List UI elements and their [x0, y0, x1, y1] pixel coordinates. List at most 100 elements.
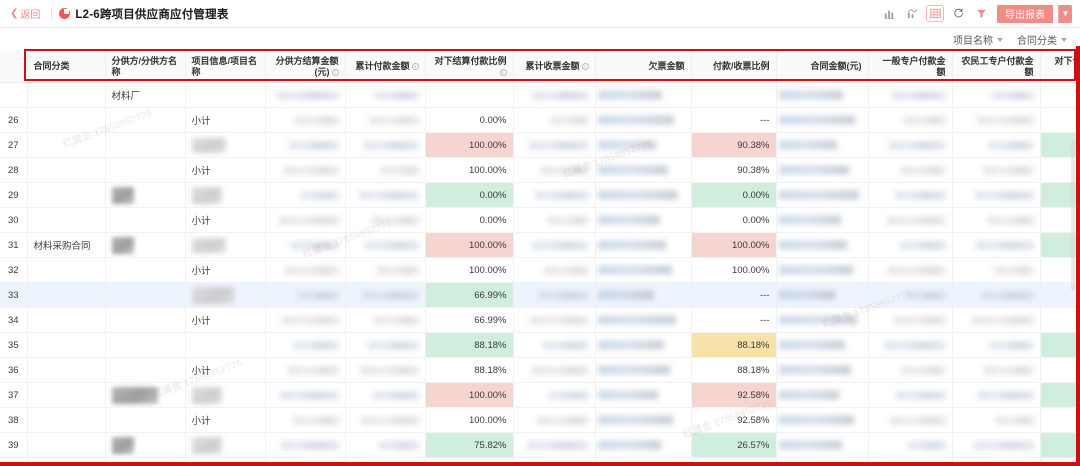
value-bar: [778, 140, 837, 150]
cell-idx: 29: [0, 182, 28, 209]
cell-invoice: [513, 82, 596, 109]
column-header-ctrratio[interactable]: 对下合同付款比例: [1040, 51, 1080, 84]
cell-ctrratio: 27.86%: [1040, 432, 1080, 459]
column-header-label: 项目信息/项目名称: [191, 56, 258, 77]
redacted-value: [367, 341, 419, 349]
cell-general: [868, 82, 953, 109]
redacted-value: [995, 416, 1034, 424]
cell-ctrratio: 34.55%: [1040, 382, 1080, 409]
cell-project: 小计: [185, 257, 266, 284]
cell-payratio: 0.00%: [425, 107, 514, 134]
export-dropdown-caret-icon[interactable]: ▼: [1058, 4, 1072, 23]
redacted-value: [883, 341, 946, 349]
redacted-value: [543, 266, 589, 274]
table-row[interactable]: 36 小计 88.18% 88.18% 90.17%: [0, 357, 1080, 384]
vertical-scrollbar[interactable]: [1071, 141, 1075, 291]
cell-supplier: [105, 107, 186, 134]
column-header-migrant[interactable]: 农民工专户付款金额: [952, 51, 1041, 84]
column-header-supplier[interactable]: 分供方/分供方名称: [105, 51, 186, 84]
cell-contract: [776, 382, 869, 409]
cell-contract: [776, 332, 869, 359]
info-icon[interactable]: i: [331, 68, 339, 76]
cell-payratio: 88.18%: [425, 357, 514, 384]
value-bar: [597, 390, 658, 400]
column-header-general[interactable]: 一般专户付款金额: [868, 51, 953, 84]
table-row[interactable]: 35 88.18% 88.18% 90.17%: [0, 332, 1080, 359]
table-row[interactable]: 34 小计 66.99% --- 40.76%: [0, 307, 1080, 334]
table-row[interactable]: 37 100.00% 92.58% 34.55%: [0, 382, 1080, 409]
column-header-idx[interactable]: [0, 51, 28, 84]
value-bar: [597, 265, 672, 275]
redacted-value: [907, 441, 946, 449]
redacted-value: [974, 191, 1034, 199]
cell-idx: 36: [0, 357, 28, 384]
chevron-down-icon: [1061, 37, 1067, 42]
redacted-value: [981, 291, 1034, 299]
redacted-value: [374, 91, 419, 99]
table-grid-icon[interactable]: [926, 5, 944, 22]
cell-general: [868, 407, 953, 434]
chart-bar-icon[interactable]: [880, 5, 898, 22]
cell-project: 小计: [185, 157, 266, 184]
export-report-button[interactable]: 导出报表: [997, 4, 1053, 23]
redacted-value: [542, 341, 589, 349]
redacted-value: [977, 391, 1034, 399]
cell-paid: [345, 457, 426, 466]
cell-owed: [595, 307, 692, 334]
table-row[interactable]: 38 小计 100.00% 92.58% 34.55%: [0, 407, 1080, 434]
filter-contract-category[interactable]: 合同分类: [1014, 31, 1070, 48]
cell-payratio: 66.99%: [425, 282, 514, 309]
column-header-invoice[interactable]: 累计收票金额 i: [513, 51, 596, 84]
filter-icon[interactable]: [972, 5, 990, 22]
cell-owed: [595, 382, 692, 409]
redacted-value: [378, 441, 419, 449]
column-header-settle[interactable]: 分供方结算金额(元) i: [265, 51, 346, 84]
redacted-value: [532, 91, 589, 99]
cell-paid: [345, 182, 426, 209]
info-icon[interactable]: i: [499, 68, 507, 76]
column-header-category[interactable]: 合同分类: [27, 51, 106, 84]
column-header-owed[interactable]: 欠票金额: [595, 51, 692, 84]
info-icon[interactable]: i: [411, 63, 419, 71]
info-icon[interactable]: i: [581, 63, 589, 71]
redacted-value: [973, 441, 1034, 449]
table-row[interactable]: 26 小计 0.00% --- 0.00%: [0, 107, 1080, 134]
cell-invoice: [513, 182, 596, 209]
cell-supplier: [105, 332, 186, 359]
column-header-contract[interactable]: 合同金额(元): [776, 51, 869, 84]
cell-paid: [345, 357, 426, 384]
cell-settle: [265, 232, 346, 259]
column-header-payratio[interactable]: 对下结算付款比例i: [425, 51, 514, 84]
redacted-value: [976, 116, 1034, 124]
chart-mixed-icon[interactable]: [903, 5, 921, 22]
annotation-bottom-strip: [0, 462, 1080, 466]
redacted-value: [895, 391, 946, 399]
column-header-payinv[interactable]: 付款/收票比例: [691, 51, 777, 84]
table-row[interactable]: 290.00%0.00%0.00%: [0, 182, 1080, 209]
filter-project-name[interactable]: 项目名称: [950, 31, 1006, 48]
refresh-icon[interactable]: [949, 5, 967, 22]
value-bar: [597, 215, 660, 225]
top-toolbar: ❮ 返回 L2-6跨项目供应商应付管理表 导出报表 ▼: [0, 0, 1080, 28]
report-table-container[interactable]: 合同分类 分供方/分供方名称 项目信息/项目名称 分供方结算金额(元) i 累计付款金额 i…: [0, 51, 1080, 466]
redacted-value: [361, 291, 419, 299]
cell-contract: [776, 157, 869, 184]
cell-migrant: [952, 232, 1041, 259]
back-button[interactable]: ❮ 返回: [6, 6, 44, 21]
table-row[interactable]: 40小计75.82%26.57%27.86%: [0, 457, 1080, 466]
table-row[interactable]: 材料厂: [0, 82, 1080, 109]
column-header-project[interactable]: 项目信息/项目名称: [185, 51, 266, 84]
cell-payinv: 100.00%: [691, 232, 777, 259]
table-row[interactable]: 39 75.82% 26.57% 27.86%: [0, 432, 1080, 459]
column-header-paid[interactable]: 累计付款金额 i: [345, 51, 426, 84]
cell-owed: [595, 357, 692, 384]
cell-owed: [595, 432, 692, 459]
cell-supplier: [105, 307, 186, 334]
redacted-value: [900, 166, 946, 174]
